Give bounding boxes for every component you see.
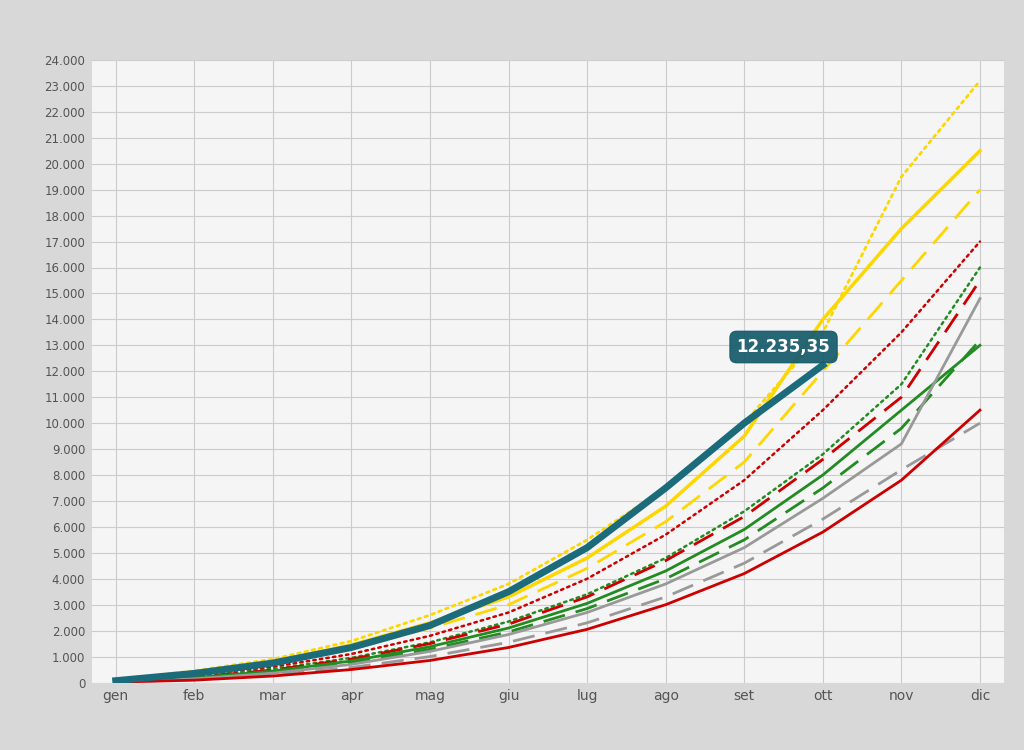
Text: 12.235,35: 12.235,35 (736, 338, 830, 356)
